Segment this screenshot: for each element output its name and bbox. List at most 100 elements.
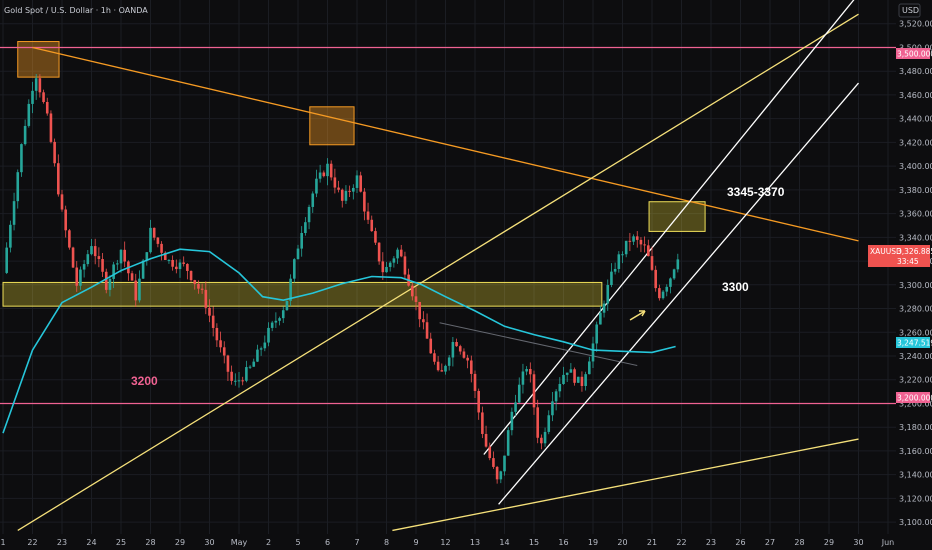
candle-body [248,366,252,368]
candle-body [543,431,547,444]
time-tick-label: 22 [676,538,686,547]
candle-body [628,240,632,242]
candle-body [108,278,112,290]
ma-tag [896,337,930,348]
candle-body [38,78,42,93]
time-axis[interactable]: 1 22 23 24 25 28 29 30 May 2 5 6 7 8 9 12 13 14 15 16 19 20 21… [0,538,894,547]
candle-body [263,342,267,349]
candle-body [381,261,385,273]
candle-body [281,310,285,319]
candle-body [241,380,244,382]
candle-body [392,258,396,263]
support-tag [896,392,930,403]
candle-body [222,347,226,356]
candle-body [606,285,610,304]
time-tick-label: 13 [470,538,480,547]
candle-body [326,163,329,177]
orange-box [309,106,355,146]
candle-body [171,259,174,267]
candle-body [643,244,646,246]
candle-body [385,266,388,273]
candle-body [123,249,126,262]
currency-badge[interactable] [898,3,921,18]
candle-body [536,407,539,438]
candle-body [617,254,621,269]
candle-body [621,254,624,256]
candle-body [34,78,38,91]
time-tick-label: 5 [295,538,300,547]
candle-body [42,92,45,102]
trendline-gray-wedge [439,322,638,366]
candle-body [470,360,473,374]
candle-body [429,338,433,354]
candle-body [447,357,451,366]
time-axis-panel[interactable] [0,534,896,550]
candle-body [134,280,138,301]
trendlines-layer [17,0,859,532]
price-tick-label: 3,380.000 [899,186,932,195]
trendline-channel-lower [498,82,859,505]
ma-tag-text: 3,247.519 [897,339,932,348]
time-tick-label: 28 [145,538,155,547]
price-tick-label: 3,480.000 [899,67,932,76]
candle-body [458,346,462,352]
candle-body [455,342,458,347]
candle-body [462,351,466,358]
time-tick-label: 25 [116,538,126,547]
candle-body [366,211,370,220]
candle-body [163,252,167,261]
candle-body [499,471,503,480]
candle-body [16,172,20,202]
levels-layer [0,46,896,405]
candle-body [315,178,318,194]
candle-body [370,219,374,232]
candle-body [208,307,211,316]
price-tick-label: 3,400.000 [899,162,932,171]
time-tick-label: 23 [706,538,716,547]
price-tick-label: 3,440.000 [899,115,932,124]
candle-body [344,190,348,201]
candle-body [602,303,606,313]
candle-body [68,230,71,248]
candle-body [219,340,222,348]
candle-body [569,369,573,373]
candle-body [49,113,53,142]
time-tick-label: 24 [86,538,96,547]
bar-countdown: 33:45 [897,257,919,266]
time-tick-label: 29 [824,538,834,547]
price-tick-label: 3,420.000 [899,138,932,147]
candle-body [661,291,665,299]
candle-body [64,209,67,231]
candle-body [444,365,447,372]
time-tick-label: 23 [57,538,67,547]
time-tick-label: 2 [266,538,271,547]
candle-body [477,390,480,413]
candle-body [488,446,492,459]
candle-body [71,247,75,268]
candle-body [82,264,86,270]
candle-body [57,163,60,195]
candle-body [178,262,182,270]
time-tick-label: 26 [735,538,745,547]
candle-body [340,189,344,201]
candle-body [278,318,281,321]
price-axis[interactable]: 3,100.000 3,120.000 3,140.000 3,160.000 3,18… [899,20,932,527]
candle-body [510,411,514,431]
candle-body [97,256,101,260]
chart-title: Gold Spot / U.S. Dollar · 1h · OANDA [4,6,148,15]
candle-body [86,254,90,265]
time-tick-label: 6 [325,538,330,547]
candle-body [547,415,551,432]
candle-body [514,402,517,412]
time-tick-label: Jun [881,538,895,547]
candle-body [75,267,79,286]
candle-body [665,286,669,292]
candle-body [167,259,171,261]
price-axis-panel[interactable] [896,0,932,550]
price-tick-label: 3,160.000 [899,447,932,456]
candle-body [160,243,163,253]
candle-body [211,315,215,328]
price-tick-label: 3,200.000 [899,399,932,408]
